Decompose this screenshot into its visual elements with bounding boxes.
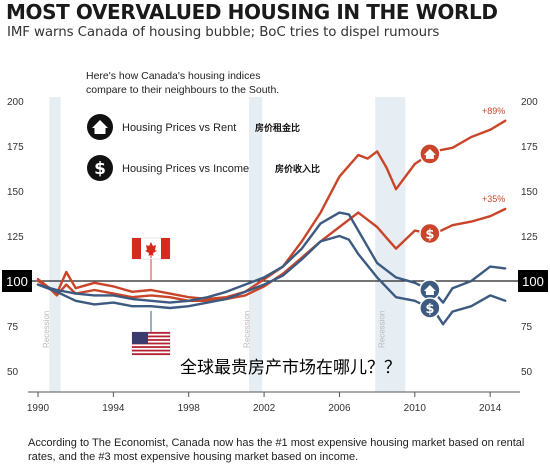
house-icon <box>423 148 436 159</box>
legend-label-rent-cn: 房价租金比 <box>255 122 300 133</box>
series-end-label-1: +89% <box>482 106 505 116</box>
x-tick-label-2010: 2010 <box>404 403 427 414</box>
footer-note: According to The Economist, Canada now h… <box>28 437 525 463</box>
baseline-box-right <box>518 270 548 292</box>
series-marker-2 <box>419 222 441 245</box>
usa-flag-canton <box>132 332 148 344</box>
recession-band-1 <box>49 97 61 392</box>
usa-flag-stripe-6 <box>132 349 170 352</box>
x-tick-label-2006: 2006 <box>328 403 351 414</box>
x-tick-label-1990: 1990 <box>27 403 50 414</box>
y-tick-left-150: 150 <box>7 187 24 198</box>
recession-label-2: Recession <box>243 311 252 348</box>
legend-item-income: $ Housing Prices vs Income 房价收入比 <box>87 155 320 181</box>
x-tick-label-1994: 1994 <box>102 403 125 414</box>
dollar-glyph: $ <box>94 159 106 179</box>
overlay-caption: 全球最贵房产市场在哪儿？？ <box>180 358 401 377</box>
legend-label-rent: Housing Prices vs Rent <box>122 122 236 134</box>
legend-item-rent: Housing Prices vs Rent 房价租金比 <box>87 114 300 140</box>
y-tick-right-125: 125 <box>521 232 538 243</box>
intro-line-1: Here's how Canada's housing indices <box>86 70 260 82</box>
series-marker-4 <box>419 297 441 319</box>
legend-label-income: Housing Prices vs Income <box>122 163 249 175</box>
dollar-icon <box>87 155 113 181</box>
y-tick-left-50: 50 <box>7 367 19 378</box>
y-tick-left-75: 75 <box>7 322 19 333</box>
chart-title: MOST OVERVALUED HOUSING IN THE WORLD <box>6 0 498 24</box>
series-end-markers: +89% $ +35% $ <box>419 106 505 319</box>
chart-subtitle: IMF warns Canada of housing bubble; BoC … <box>7 25 440 40</box>
baseline-label-right: 100 <box>522 274 544 289</box>
baseline-label-left: 100 <box>6 274 28 289</box>
baseline-box-left <box>2 270 32 292</box>
baseline: 100 100 <box>2 270 548 292</box>
usa-flag-stripes <box>132 332 170 355</box>
maple-leaf-icon <box>145 242 157 258</box>
y-tick-left-175: 175 <box>7 142 24 153</box>
legend: Housing Prices vs Rent 房价租金比 $ Housing P… <box>87 114 320 181</box>
series-line-3 <box>36 211 507 304</box>
y-tick-right-175: 175 <box>521 142 538 153</box>
usa-flag-stripe-1 <box>132 332 170 334</box>
y-tick-right-75: 75 <box>521 322 533 333</box>
x-tick-label-2014: 2014 <box>479 403 502 414</box>
x-tick-label-1998: 1998 <box>178 403 201 414</box>
canada-flag-left-band <box>132 238 141 259</box>
usa-flag-stripe-4 <box>132 342 170 345</box>
intro-line-2: compare to their neighbours to the South… <box>86 84 279 96</box>
x-tick-label-2002: 2002 <box>253 403 276 414</box>
y-tick-right-150: 150 <box>521 187 538 198</box>
recession-label-1: Recession <box>42 311 51 348</box>
series-end-label-2: +35% <box>482 194 505 204</box>
legend-label-income-cn: 房价收入比 <box>275 163 320 174</box>
y-tick-left-200: 200 <box>7 97 24 108</box>
house-shape <box>92 120 108 134</box>
dollar-icon: $ <box>425 227 434 242</box>
canada-flag <box>131 237 171 280</box>
chart-axes: 50 50 75 75 125 125 150 150 175 175 200 200 1990 1994… <box>7 97 538 414</box>
usa-flag-stripe-3 <box>132 339 170 341</box>
usa-flag <box>131 311 171 356</box>
recession-label-3: Recession <box>377 311 386 348</box>
usa-flag-stripe-5 <box>132 346 170 348</box>
canada-flag-right-band <box>161 238 170 259</box>
usa-flag-stripe-7 <box>132 353 170 355</box>
dollar-icon: $ <box>425 302 434 317</box>
series-line-4 <box>36 234 507 326</box>
usa-flag-stripe-2 <box>132 335 170 338</box>
series-lines <box>36 119 507 326</box>
y-tick-right-200: 200 <box>521 97 538 108</box>
y-tick-right-50: 50 <box>521 367 533 378</box>
house-icon <box>423 285 436 295</box>
recession-band-2 <box>249 97 263 392</box>
y-tick-left-125: 125 <box>7 232 24 243</box>
